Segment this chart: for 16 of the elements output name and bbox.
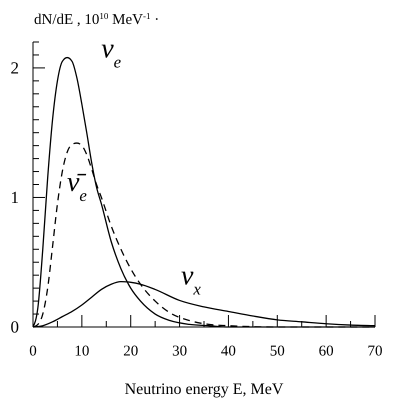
x-tick-label: 10 <box>74 344 90 360</box>
x-tick-label: 40 <box>220 344 236 360</box>
series-label: ν$_{e}$ <box>101 34 122 72</box>
y-tick-label: 0 <box>10 317 19 336</box>
x-tick-label: 20 <box>123 344 138 360</box>
y-axis-title: dN/dE , 10$^{10}$ MeV$^{-1}$ · <box>34 11 160 28</box>
x-tick-label: 50 <box>270 344 285 360</box>
x-tick-label: 30 <box>172 344 188 360</box>
x-tick-label: 70 <box>368 344 382 360</box>
x-tick-label: 0 <box>29 344 37 360</box>
x-tick-label: 60 <box>318 344 334 360</box>
series-label: ν$_{x}$ <box>180 260 202 298</box>
y-tick-label: 2 <box>10 58 19 78</box>
x-axis-title: Neutrino energy E, MeV <box>124 381 284 398</box>
y-tick-label: 1 <box>10 188 19 207</box>
series-label: ν̄$_{e}$ <box>66 167 88 205</box>
